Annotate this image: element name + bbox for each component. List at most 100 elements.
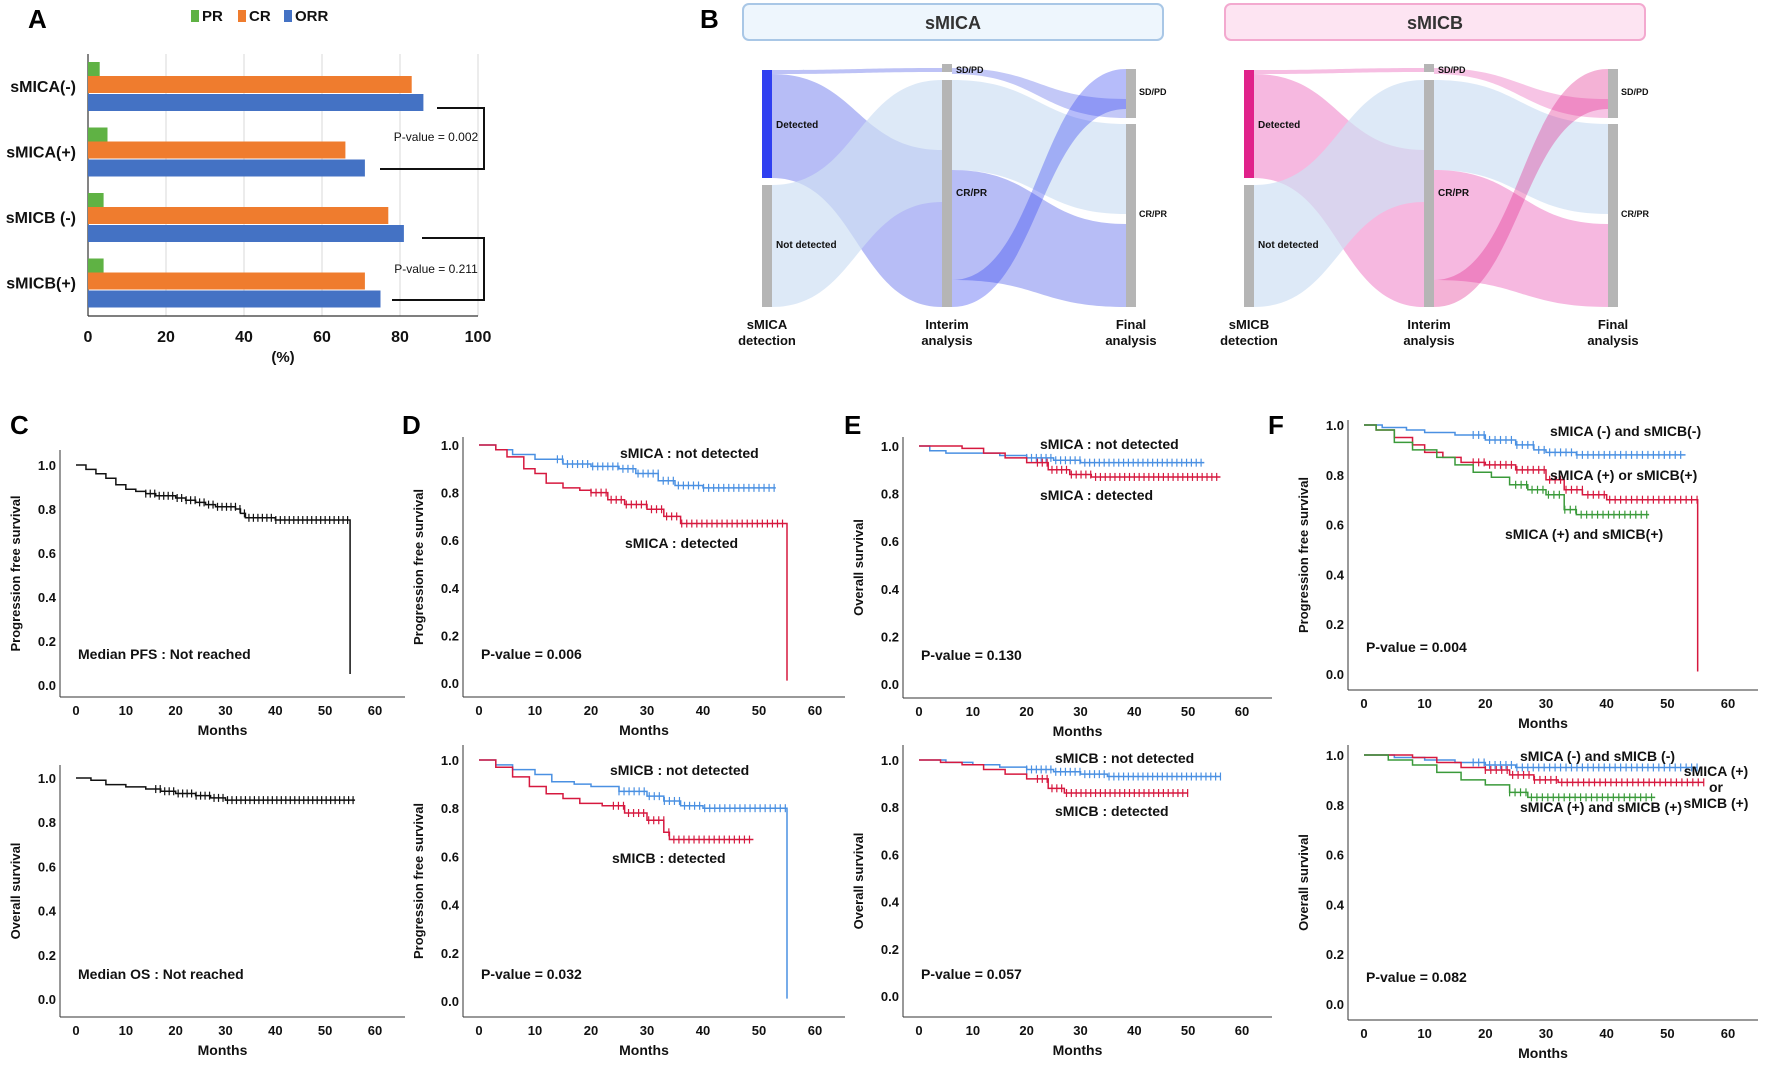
y-tick-label: 0.4 bbox=[441, 581, 460, 596]
sankey-title: sMICB bbox=[1407, 13, 1463, 33]
series-label: sMICA : not detected bbox=[1040, 436, 1179, 452]
y-tick-label: 0.6 bbox=[1326, 518, 1344, 533]
x-tick-label: 40 bbox=[1599, 696, 1613, 711]
y-axis-label: Overall survival bbox=[8, 843, 23, 940]
y-tick-label: 0.4 bbox=[441, 898, 460, 913]
series-label: sMICA : detected bbox=[625, 535, 738, 551]
x-tick-label: 10 bbox=[119, 703, 133, 718]
y-tick-label: 0.2 bbox=[38, 634, 56, 649]
km-plot-c2: 0.0 0.2 0.4 0.6 0.8 1.0 0 10 20 30 40 50 60 Months Ove… bbox=[8, 765, 405, 1058]
flow-notdetected-to-crpr bbox=[1254, 80, 1424, 307]
y-tick-label: 0.0 bbox=[38, 678, 56, 693]
x-axis-label: (%) bbox=[271, 349, 294, 366]
stage-label-final-line-1: Final bbox=[1116, 317, 1146, 332]
x-tick-label: 50 bbox=[1181, 1023, 1195, 1038]
y-tick-label: 0.2 bbox=[441, 946, 459, 961]
flow-interim-crpr-to-final-sdpd bbox=[952, 69, 1126, 307]
flow-interim-crpr-to-final-crpr bbox=[1434, 170, 1608, 307]
y-tick-label: 0.2 bbox=[38, 948, 56, 963]
node-final-crpr bbox=[1608, 124, 1618, 307]
y-tick-label: 0.8 bbox=[1326, 468, 1344, 483]
flow-interim-crpr-to-final-crpr-grey bbox=[1434, 80, 1608, 214]
node-not-detected bbox=[1244, 185, 1254, 307]
x-tick-label: 60 bbox=[1235, 704, 1249, 719]
x-tick-label: 60 bbox=[1235, 1023, 1249, 1038]
node-final-sdpd bbox=[1126, 69, 1136, 118]
x-tick-label: 50 bbox=[318, 1023, 332, 1038]
series-label: sMICB : detected bbox=[1055, 803, 1169, 819]
x-tick-label: 10 bbox=[528, 703, 542, 718]
x-tick-label: 60 bbox=[313, 329, 331, 346]
node-interim-crpr bbox=[1424, 80, 1434, 307]
x-tick-label: 10 bbox=[119, 1023, 133, 1038]
bar-cr bbox=[88, 141, 346, 159]
series-label: sMICA (-) and sMICB(-) bbox=[1550, 423, 1701, 439]
p-value-bracket bbox=[380, 107, 485, 170]
x-tick-label: 60 bbox=[808, 1023, 822, 1038]
y-axis-label: Progression free survival bbox=[411, 489, 426, 645]
y-tick-label: 0.6 bbox=[1326, 848, 1344, 863]
series-label: sMICA : detected bbox=[1040, 487, 1153, 503]
x-tick-label: 20 bbox=[584, 1023, 598, 1038]
y-tick-label: 1.0 bbox=[441, 753, 459, 768]
node-label-not-detected: Not detected bbox=[776, 240, 837, 251]
x-tick-label: 0 bbox=[1360, 696, 1367, 711]
panel-label-f: F bbox=[1268, 410, 1284, 440]
stage-label-interim-line-2: analysis bbox=[1403, 333, 1454, 348]
flow-interim-crpr-to-final-crpr-grey bbox=[952, 80, 1126, 214]
y-tick-label: 0.0 bbox=[38, 992, 56, 1007]
x-tick-label: 60 bbox=[1721, 1026, 1735, 1041]
x-tick-label: 10 bbox=[1417, 696, 1431, 711]
x-tick-label: 60 bbox=[368, 703, 382, 718]
x-tick-label: 40 bbox=[1599, 1026, 1613, 1041]
km-line-blue bbox=[919, 759, 1221, 778]
x-tick-label: 10 bbox=[966, 1023, 980, 1038]
km-line-green bbox=[1364, 754, 1656, 799]
y-tick-label: 0.6 bbox=[881, 534, 899, 549]
legend-swatch-pr bbox=[191, 10, 199, 22]
x-tick-label: 40 bbox=[696, 1023, 710, 1038]
flow-interim-crpr-to-final-sdpd bbox=[1434, 69, 1608, 307]
bar-pr bbox=[88, 193, 104, 207]
y-axis-label: Overall survival bbox=[851, 519, 866, 616]
x-tick-label: 0 bbox=[72, 703, 79, 718]
y-axis-label: Overall survival bbox=[1296, 834, 1311, 931]
stage-label-interim-line-1: Interim bbox=[1407, 317, 1450, 332]
series-label: sMICB : not detected bbox=[610, 762, 749, 778]
y-tick-label: 0.0 bbox=[441, 676, 459, 691]
node-detected bbox=[1244, 70, 1254, 178]
annotation-label: P-value = 0.006 bbox=[481, 646, 582, 662]
category-label: sMICB(+) bbox=[6, 276, 76, 293]
y-tick-label: 0.2 bbox=[881, 942, 899, 957]
x-tick-label: 30 bbox=[218, 1023, 232, 1038]
node-interim-sdpd bbox=[1424, 64, 1434, 72]
node-label-detected: Detected bbox=[1258, 120, 1300, 131]
annotation-label: Median OS : Not reached bbox=[78, 966, 244, 982]
x-tick-label: 40 bbox=[696, 703, 710, 718]
x-tick-label: 100 bbox=[465, 329, 492, 346]
x-tick-label: 30 bbox=[1073, 704, 1087, 719]
y-tick-label: 0.8 bbox=[441, 801, 459, 816]
category-label: sMICB (-) bbox=[6, 210, 76, 227]
x-tick-label: 60 bbox=[368, 1023, 382, 1038]
x-axis-label: Months bbox=[198, 1042, 248, 1058]
annotation-label: P-value = 0.057 bbox=[921, 966, 1022, 982]
x-axis-label: Months bbox=[1053, 723, 1103, 739]
y-tick-label: 1.0 bbox=[38, 458, 56, 473]
y-tick-label: 0.4 bbox=[881, 582, 900, 597]
bar-cr bbox=[88, 272, 365, 290]
panel-label-c: C bbox=[10, 410, 29, 440]
x-tick-label: 0 bbox=[1360, 1026, 1367, 1041]
node-label-interim-sdpd: SD/PD bbox=[1438, 65, 1466, 75]
legend-swatch-orr bbox=[284, 10, 292, 22]
sankey-smica: sMICA Detected Not detected SD/PD CR/PR SD/PD… bbox=[738, 3, 1168, 348]
y-tick-label: 0.0 bbox=[1326, 667, 1344, 682]
x-tick-label: 50 bbox=[1181, 704, 1195, 719]
y-tick-label: 0.4 bbox=[1326, 567, 1345, 582]
y-tick-label: 0.0 bbox=[881, 989, 899, 1004]
x-axis-label: Months bbox=[1518, 1045, 1568, 1061]
km-plot-e1: 0.0 0.2 0.4 0.6 0.8 1.0 0 10 20 30 40 50 60 Months Ove… bbox=[851, 436, 1272, 739]
y-tick-label: 0.2 bbox=[881, 629, 899, 644]
km-plot-f1: 0.0 0.2 0.4 0.6 0.8 1.0 0 10 20 30 40 50 60 Months Pro… bbox=[1296, 418, 1758, 731]
x-tick-label: 50 bbox=[752, 703, 766, 718]
